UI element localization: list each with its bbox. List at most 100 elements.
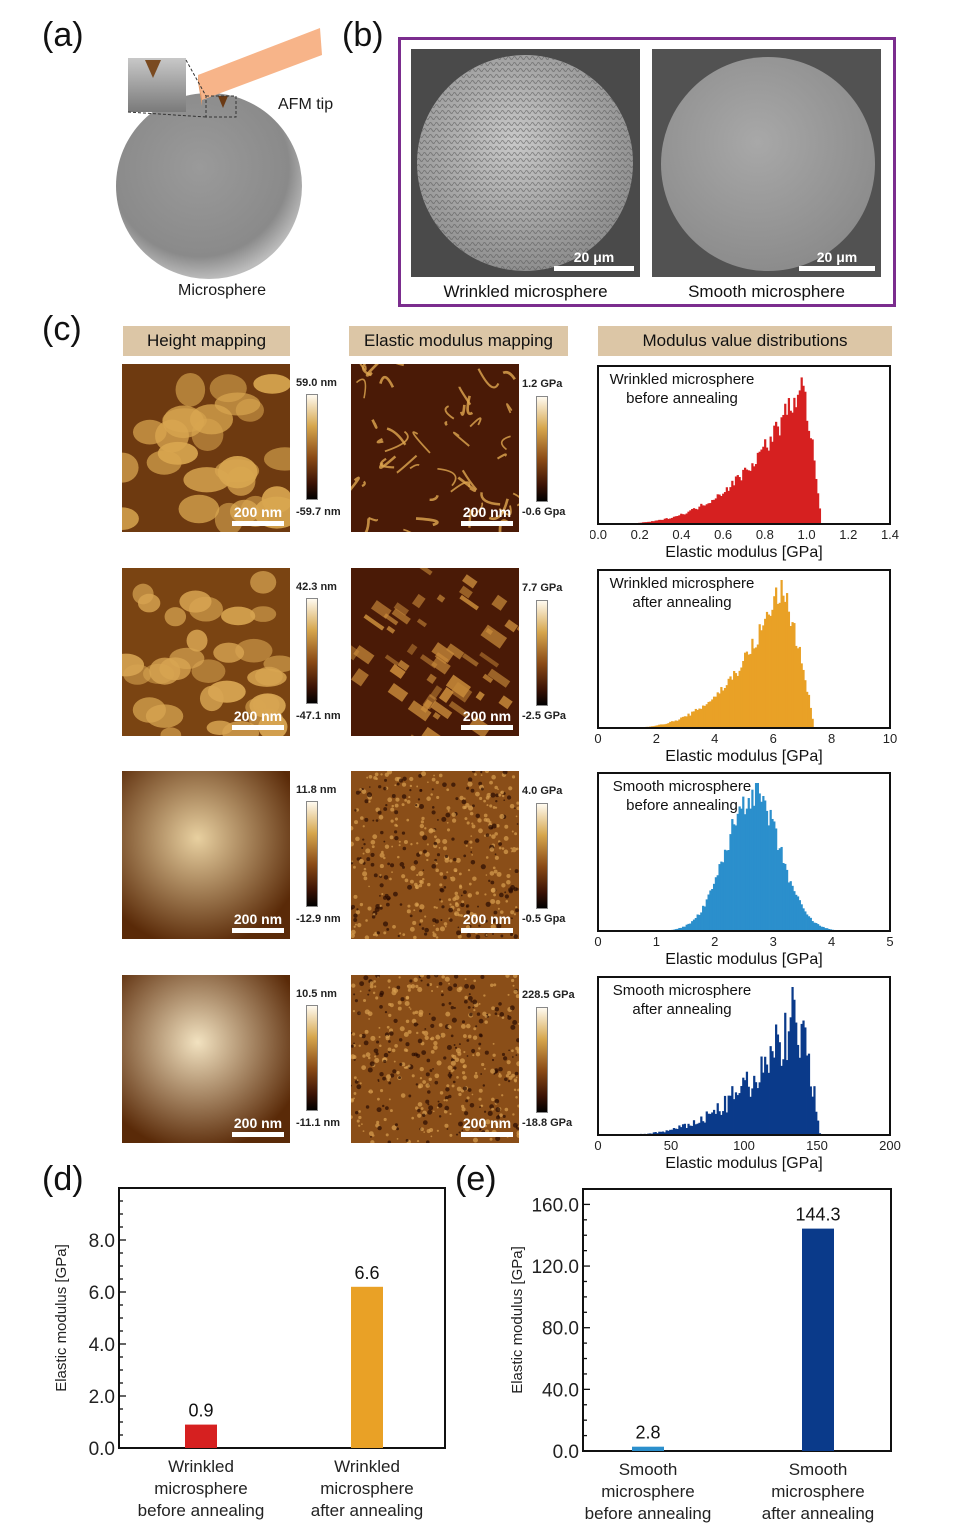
y-tick-label: 120.0 xyxy=(531,1257,579,1278)
hist-bin xyxy=(769,615,772,728)
scale-bar-height: 200 nm xyxy=(232,911,284,933)
hist-bin xyxy=(720,861,723,931)
hist-bin xyxy=(685,924,688,931)
hist-title-line1: Smooth microsphere xyxy=(613,982,751,999)
panel-label-b: (b) xyxy=(342,16,384,54)
hist-bin xyxy=(709,503,712,524)
hist-bin xyxy=(729,834,732,931)
hist-bin xyxy=(798,900,801,931)
x-tick-label: 2 xyxy=(653,731,660,746)
hist-bin xyxy=(806,1055,809,1135)
cantilever-shape xyxy=(198,28,322,100)
hist-bin xyxy=(654,1132,657,1135)
hist-bin xyxy=(696,914,699,931)
hist-bin xyxy=(745,808,749,931)
modulus-min-label: -2.5 GPa xyxy=(522,710,567,722)
hist-bin xyxy=(660,1131,663,1135)
hist-bin xyxy=(807,916,811,931)
hist-bin xyxy=(791,987,794,1135)
hist-bin xyxy=(809,917,812,931)
bar-value-label: 6.6 xyxy=(354,1263,379,1283)
x-axis-label: Elastic modulus [GPa] xyxy=(665,1155,822,1172)
hist-bin xyxy=(785,869,789,931)
category-label: Wrinkled xyxy=(168,1457,234,1476)
hist-bin xyxy=(764,439,767,524)
caption-wrinkled: Wrinkled microsphere xyxy=(443,282,608,301)
hist-bin xyxy=(754,783,758,931)
scale-bar-label: 20 μm xyxy=(573,249,615,265)
hist-bin xyxy=(791,885,794,931)
hist-bin xyxy=(725,850,728,931)
hist-bin xyxy=(780,580,783,728)
hist-bin xyxy=(796,1044,800,1135)
hist-bin xyxy=(734,1092,738,1135)
hist-bin xyxy=(654,725,657,728)
hist-bin xyxy=(775,421,778,524)
hist-bin xyxy=(769,809,772,931)
bar xyxy=(802,1228,834,1451)
category-label: microsphere xyxy=(320,1479,414,1498)
bar-value-label: 144.3 xyxy=(795,1205,840,1225)
scale-bar-line xyxy=(461,928,513,933)
hist-bin xyxy=(665,1130,668,1135)
hist-bin xyxy=(711,699,714,728)
hist-bin xyxy=(692,508,696,524)
category-label: after annealing xyxy=(762,1504,874,1523)
scale-bar-modulus: 200 nm xyxy=(461,708,513,730)
hist-title-line1: Wrinkled microsphere xyxy=(610,371,755,388)
hist-bin xyxy=(680,927,683,931)
hist-bin xyxy=(809,1086,812,1135)
hist-bin xyxy=(705,1111,708,1135)
hist-bin xyxy=(753,648,756,728)
hist-bin xyxy=(780,417,783,524)
hist-bin xyxy=(787,398,791,524)
hist-bin xyxy=(806,691,809,728)
category-label: Smooth xyxy=(619,1460,678,1479)
hist-bin xyxy=(696,709,699,728)
hist-bin xyxy=(760,1056,763,1135)
hist-bin xyxy=(656,520,659,524)
hist-bin xyxy=(725,1112,728,1135)
hist-bin xyxy=(723,492,727,524)
hist-bin xyxy=(784,601,787,728)
hist-bin xyxy=(712,1109,716,1135)
hist-bin xyxy=(671,517,674,524)
scale-bar-label: 200 nm xyxy=(233,504,283,520)
hist-bin xyxy=(707,1113,710,1135)
hist-bin xyxy=(663,518,666,524)
scale-bar-height: 200 nm xyxy=(232,708,284,730)
hist-bin xyxy=(804,911,807,931)
modulus-colorbar xyxy=(536,803,548,909)
hist-bin xyxy=(789,1017,792,1135)
scale-bar-line xyxy=(232,1132,284,1137)
hist-bin xyxy=(802,385,805,524)
hist-bin xyxy=(753,466,756,524)
x-tick-label: 2 xyxy=(711,934,718,949)
hist-bin xyxy=(718,693,721,728)
hist-bin xyxy=(809,707,812,728)
x-tick-label: 0.2 xyxy=(631,527,649,542)
hist-bin xyxy=(723,687,727,728)
hist-bin xyxy=(822,926,825,931)
hist-bin xyxy=(782,595,785,728)
scale-bar-modulus: 200 nm xyxy=(461,1115,513,1137)
hist-bin xyxy=(742,469,745,524)
hist-bin xyxy=(826,928,829,931)
hist-bin xyxy=(773,1057,776,1135)
height-colorbar xyxy=(306,801,318,907)
hist-bin xyxy=(740,808,743,931)
hist-bin xyxy=(747,470,750,524)
hist-bin xyxy=(776,426,780,524)
bar-chart-smooth: 0.0 40.0 80.0 120.0 160.0 Elastic modulus [GP… xyxy=(509,1188,892,1523)
hist-bin xyxy=(740,480,743,524)
hist-bin xyxy=(703,1122,707,1135)
x-tick-label: 1.0 xyxy=(798,527,816,542)
hist-bin xyxy=(700,503,703,524)
hist-bin xyxy=(767,450,770,524)
hist-bin xyxy=(756,452,759,524)
hist-bin xyxy=(703,505,707,524)
hist-bin xyxy=(749,808,752,931)
scale-bar-line xyxy=(232,725,284,730)
hist-bin xyxy=(796,394,800,524)
hist-bin xyxy=(687,511,690,524)
